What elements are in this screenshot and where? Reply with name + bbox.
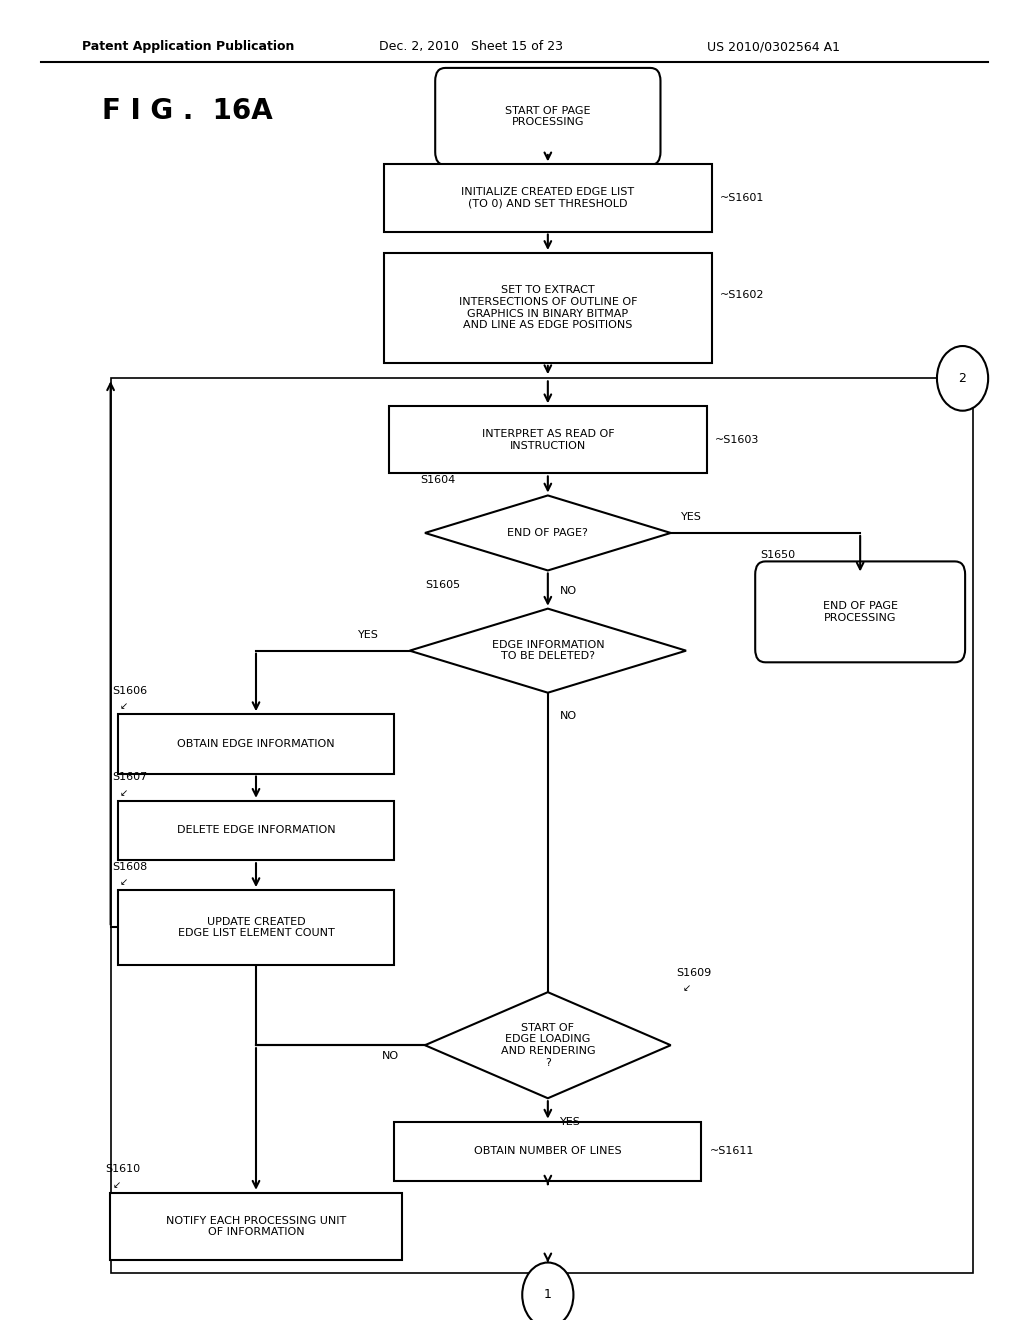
Text: START OF
EDGE LOADING
AND RENDERING
?: START OF EDGE LOADING AND RENDERING ? bbox=[501, 1023, 595, 1068]
Text: ~S1601: ~S1601 bbox=[720, 193, 764, 203]
Text: END OF PAGE?: END OF PAGE? bbox=[508, 528, 588, 539]
Text: NOTIFY EACH PROCESSING UNIT
OF INFORMATION: NOTIFY EACH PROCESSING UNIT OF INFORMATI… bbox=[166, 1216, 346, 1237]
Text: UPDATE CREATED
EDGE LIST ELEMENT COUNT: UPDATE CREATED EDGE LIST ELEMENT COUNT bbox=[177, 916, 335, 939]
Text: S1605: S1605 bbox=[425, 581, 460, 590]
Text: DELETE EDGE INFORMATION: DELETE EDGE INFORMATION bbox=[177, 825, 335, 836]
Text: ~S1602: ~S1602 bbox=[720, 290, 764, 300]
Circle shape bbox=[522, 1262, 573, 1320]
Text: ↙: ↙ bbox=[113, 1180, 120, 1189]
Text: START OF PAGE
PROCESSING: START OF PAGE PROCESSING bbox=[505, 106, 591, 127]
Text: ↙: ↙ bbox=[120, 701, 128, 711]
Bar bbox=[389, 407, 707, 474]
FancyBboxPatch shape bbox=[435, 67, 660, 165]
Bar bbox=[384, 253, 712, 363]
Text: OBTAIN EDGE INFORMATION: OBTAIN EDGE INFORMATION bbox=[177, 739, 335, 748]
Text: ~S1611: ~S1611 bbox=[710, 1146, 754, 1156]
Bar bbox=[394, 1122, 701, 1181]
Text: YES: YES bbox=[681, 512, 701, 523]
Text: ↙: ↙ bbox=[683, 983, 691, 993]
Text: S1606: S1606 bbox=[113, 686, 147, 696]
Text: END OF PAGE
PROCESSING: END OF PAGE PROCESSING bbox=[822, 601, 898, 623]
Text: YES: YES bbox=[358, 630, 379, 640]
Bar bbox=[118, 890, 394, 965]
Text: YES: YES bbox=[560, 1117, 581, 1126]
Text: 1: 1 bbox=[544, 1288, 552, 1302]
Text: Patent Application Publication: Patent Application Publication bbox=[82, 40, 294, 53]
Text: F I G .  16A: F I G . 16A bbox=[102, 96, 273, 125]
Text: NO: NO bbox=[382, 1051, 399, 1060]
Bar bbox=[384, 164, 712, 231]
Circle shape bbox=[937, 346, 988, 411]
FancyBboxPatch shape bbox=[755, 561, 965, 663]
Text: S1609: S1609 bbox=[676, 968, 711, 978]
Text: S1650: S1650 bbox=[760, 550, 796, 560]
Text: ↙: ↙ bbox=[120, 788, 128, 799]
Bar bbox=[111, 1193, 401, 1261]
Text: INITIALIZE CREATED EDGE LIST
(TO 0) AND SET THRESHOLD: INITIALIZE CREATED EDGE LIST (TO 0) AND … bbox=[461, 187, 635, 209]
Text: OBTAIN NUMBER OF LINES: OBTAIN NUMBER OF LINES bbox=[474, 1146, 622, 1156]
Text: S1604: S1604 bbox=[420, 475, 455, 484]
Text: S1608: S1608 bbox=[113, 862, 147, 871]
Bar bbox=[118, 714, 394, 774]
Text: NO: NO bbox=[560, 711, 578, 721]
Polygon shape bbox=[410, 609, 686, 693]
Text: INTERPRET AS READ OF
INSTRUCTION: INTERPRET AS READ OF INSTRUCTION bbox=[481, 429, 614, 450]
Text: NO: NO bbox=[560, 586, 578, 597]
Text: S1610: S1610 bbox=[105, 1164, 140, 1175]
Bar bbox=[111, 379, 973, 1272]
Text: SET TO EXTRACT
INTERSECTIONS OF OUTLINE OF
GRAPHICS IN BINARY BITMAP
AND LINE AS: SET TO EXTRACT INTERSECTIONS OF OUTLINE … bbox=[459, 285, 637, 330]
Polygon shape bbox=[425, 993, 671, 1098]
Text: ↙: ↙ bbox=[120, 878, 128, 887]
Text: Dec. 2, 2010   Sheet 15 of 23: Dec. 2, 2010 Sheet 15 of 23 bbox=[379, 40, 563, 53]
Bar bbox=[118, 801, 394, 861]
Text: US 2010/0302564 A1: US 2010/0302564 A1 bbox=[707, 40, 840, 53]
Text: EDGE INFORMATION
TO BE DELETED?: EDGE INFORMATION TO BE DELETED? bbox=[492, 640, 604, 661]
Polygon shape bbox=[425, 495, 671, 570]
Text: ~S1603: ~S1603 bbox=[715, 434, 759, 445]
Text: S1607: S1607 bbox=[113, 772, 147, 783]
Text: 2: 2 bbox=[958, 372, 967, 385]
